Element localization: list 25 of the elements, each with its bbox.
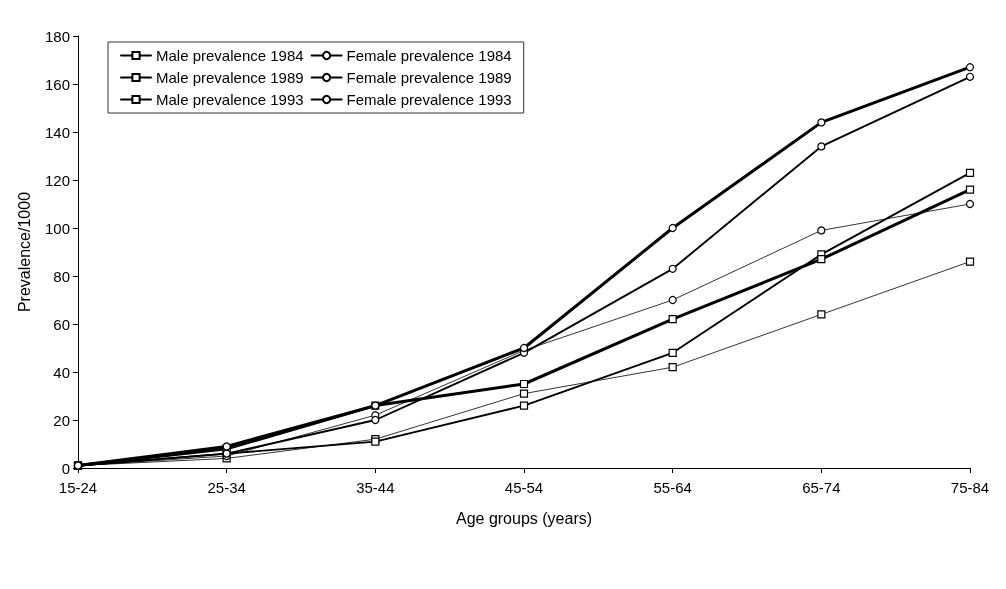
y-tick-label: 140 xyxy=(44,123,70,141)
legend-label: Female prevalence 1984 xyxy=(346,47,512,64)
y-tick-label: 160 xyxy=(44,75,70,93)
y-tick-label: 120 xyxy=(44,171,70,189)
legend-label: Female prevalence 1989 xyxy=(346,69,512,86)
x-tick-label: 75-84 xyxy=(950,479,990,496)
legend-label: Female prevalence 1993 xyxy=(346,91,512,108)
y-tick-label: 60 xyxy=(53,315,70,333)
legend-label: Male prevalence 1993 xyxy=(156,91,304,108)
y-tick-label: 40 xyxy=(53,363,70,381)
y-tick-label: 0 xyxy=(61,459,70,477)
y-tick-label: 100 xyxy=(44,219,70,237)
y-tick-label: 180 xyxy=(44,27,70,45)
x-tick-label: 25-34 xyxy=(207,479,246,496)
x-tick-label: 45-54 xyxy=(504,479,544,496)
x-tick-label: 15-24 xyxy=(58,479,98,496)
x-axis-title: Age groups (years) xyxy=(455,509,593,527)
x-tick-label: 65-74 xyxy=(802,479,841,496)
y-axis-title: Prevalence/1000 xyxy=(15,191,33,313)
legend-label: Male prevalence 1989 xyxy=(156,69,304,86)
y-tick-label: 20 xyxy=(53,411,70,429)
x-tick-label: 35-44 xyxy=(356,479,395,496)
legend-label: Male prevalence 1984 xyxy=(156,47,304,64)
y-tick-label: 80 xyxy=(53,267,70,285)
x-tick-label: 55-64 xyxy=(653,479,692,496)
